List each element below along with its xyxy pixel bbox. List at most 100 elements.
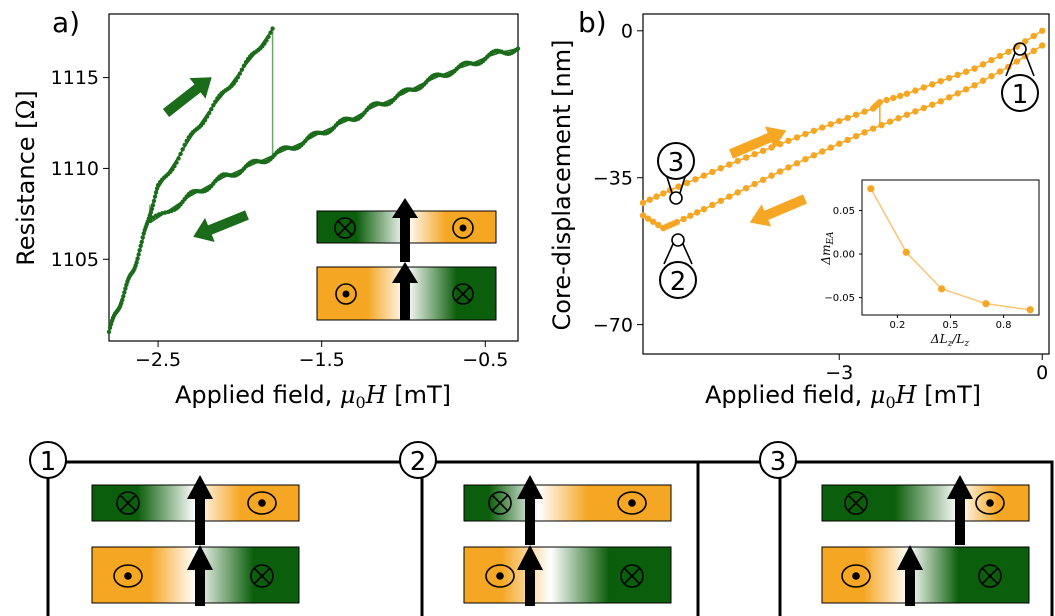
y-tick-label: 0.00 [833,250,855,261]
callout-1-label: 1 [1012,80,1029,110]
data-point [266,34,271,39]
data-point [954,71,961,79]
into-page-icon [620,564,644,588]
data-point [861,129,868,136]
data-point [108,321,114,327]
data-point [844,136,851,144]
data-point [886,118,894,125]
data-point [734,157,741,165]
snapshot-number-circle [759,441,797,479]
data-point [151,198,157,204]
data-point [937,77,944,85]
data-point [121,294,126,299]
data-point [852,111,860,118]
data-point [709,168,716,176]
data-point [759,147,767,155]
x-tick-label: 0.5 [943,320,959,331]
callout-3-label: 3 [668,148,685,178]
panel-a-label: a) [52,6,80,39]
into-page-icon [250,564,274,588]
out-of-page-icon [617,491,647,515]
out-of-page-icon [335,283,357,305]
data-point [153,190,159,195]
data-point [912,87,919,94]
data-point [776,168,784,175]
data-point [239,67,245,72]
data-point [895,115,902,122]
up-sweep-arrow-icon [162,77,212,117]
data-point [174,160,179,165]
data-point [785,137,792,144]
data-point [954,90,961,97]
panel-b-label: b) [578,6,607,39]
data-point [700,172,708,179]
data-point [141,231,146,236]
data-point [237,71,243,76]
into-page-icon [844,491,868,515]
data-point [883,96,890,104]
data-point [149,206,155,212]
data-point [751,180,758,188]
data-point [742,184,750,192]
up-sweep-arrow-icon [729,126,787,159]
panel-b-marks [639,27,1046,232]
y-tick-label: −70 [593,314,633,336]
out-of-page-icon [841,564,871,588]
data-point [680,215,687,223]
x-tick-label: −2.5 [135,349,181,371]
data-point [1013,58,1021,65]
panel-b-xlabel: Applied field, μ0H [mT] [705,381,981,412]
data-point [717,165,725,172]
magnetization-arrow-icon [187,475,213,545]
into-page-icon [978,564,1002,588]
data-point [124,282,129,288]
data-point [751,150,758,158]
into-page-icon [116,491,140,515]
data-point [768,172,775,179]
data-point [211,103,216,108]
x-tick-label: −3 [825,362,853,384]
y-tick-label: −0.05 [824,293,855,304]
inset-point [982,300,990,308]
data-point [213,99,218,104]
data-point [996,68,1004,75]
data-point [802,130,809,138]
y-tick-label: 1105 [51,249,99,271]
data-point [802,156,809,163]
data-point [673,218,681,226]
data-point [182,142,187,148]
data-point [996,52,1004,60]
data-point [639,199,647,207]
data-point [819,148,826,155]
data-point [649,218,657,225]
callout-2-label: 2 [670,267,687,297]
data-point [233,78,238,83]
panel-a-inset-strips [316,198,497,321]
data-point [876,98,884,106]
data-point [134,260,139,265]
magnetization-arrow-icon [187,545,213,606]
data-point [148,210,154,215]
data-point [827,121,834,128]
out-of-page-icon [113,564,143,588]
data-point [106,329,112,335]
down-sweep-arrow-icon [749,194,807,227]
data-point [264,38,269,43]
snapshot-frame [778,460,1054,616]
data-point [759,176,767,184]
callout-1-icon: 1 [1001,42,1039,112]
data-point [243,60,249,65]
data-point [204,114,210,119]
data-point [971,82,978,89]
inset-xlabel: ΔLz/Lz [930,332,969,349]
data-point [184,138,189,144]
data-point [742,154,750,161]
data-point [202,117,208,123]
data-point [979,61,987,68]
x-tick-label: 0.8 [996,320,1012,331]
magnetization-arrow-icon [517,545,543,606]
data-point [123,286,128,291]
inset-ticks: 0.2 0.5 0.8 0.05 0.00 −0.05 [824,206,1011,331]
out-of-page-icon [247,491,277,515]
magnetization-arrow-icon [947,475,973,545]
